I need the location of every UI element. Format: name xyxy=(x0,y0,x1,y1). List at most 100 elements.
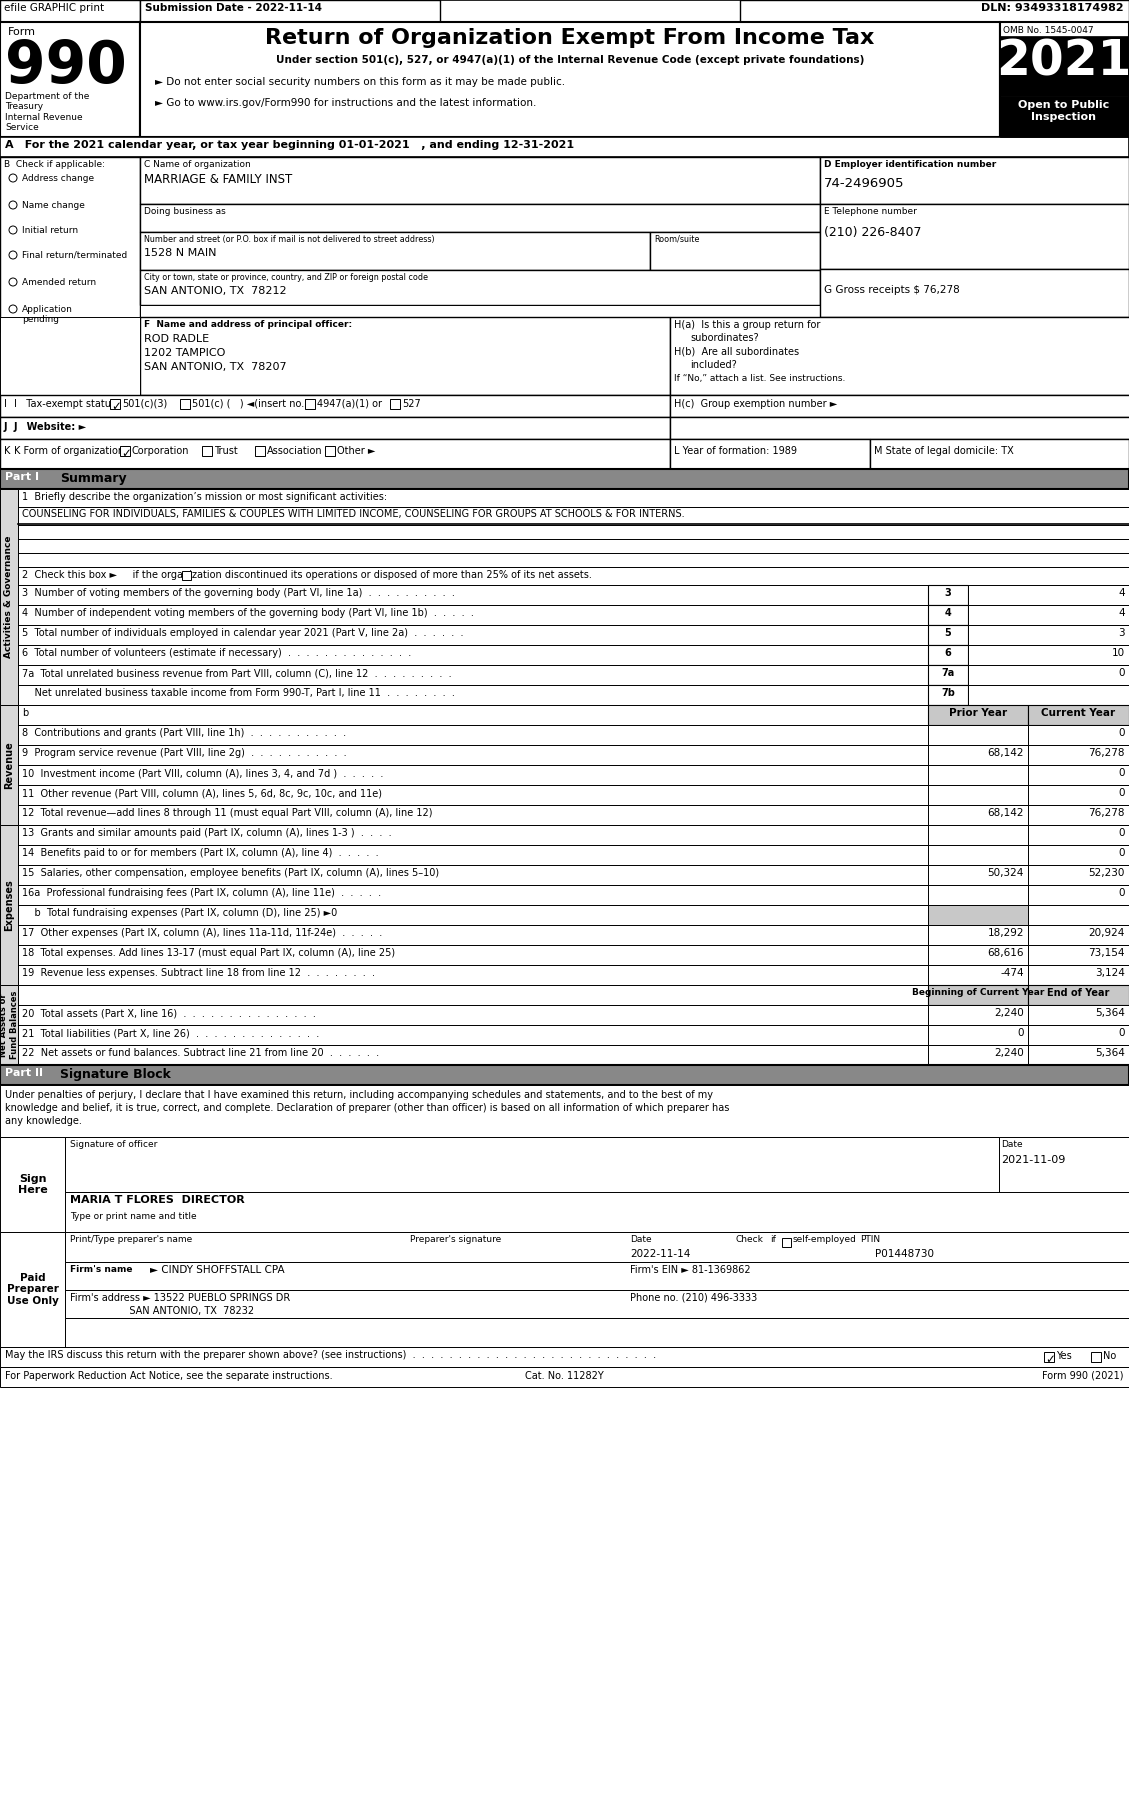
Text: Trust: Trust xyxy=(215,446,238,455)
Bar xyxy=(0,825,18,985)
Text: 990: 990 xyxy=(5,38,126,94)
Text: 18,292: 18,292 xyxy=(988,929,1024,938)
Bar xyxy=(1029,746,1129,766)
Bar xyxy=(1029,1005,1129,1025)
Bar xyxy=(0,1065,1129,1085)
Text: 74-2496905: 74-2496905 xyxy=(824,178,904,190)
Text: 3: 3 xyxy=(945,588,952,599)
Text: 527: 527 xyxy=(402,399,421,408)
Bar xyxy=(0,706,18,825)
Text: Firm's address ► 13522 PUEBLO SPRINGS DR: Firm's address ► 13522 PUEBLO SPRINGS DR xyxy=(70,1293,290,1302)
Text: 68,616: 68,616 xyxy=(988,949,1024,958)
Text: 2022-11-14: 2022-11-14 xyxy=(630,1250,690,1259)
Text: (210) 226-8407: (210) 226-8407 xyxy=(824,227,921,239)
Bar xyxy=(1000,22,1129,138)
Text: 6  Total number of volunteers (estimate if necessary)  .  .  .  .  .  .  .  .  .: 6 Total number of volunteers (estimate i… xyxy=(21,648,411,658)
Bar xyxy=(140,203,820,232)
Text: 14  Benefits paid to or for members (Part IX, column (A), line 4)  .  .  .  .  .: 14 Benefits paid to or for members (Part… xyxy=(21,847,378,858)
Bar xyxy=(968,666,1129,686)
Text: 50,324: 50,324 xyxy=(988,869,1024,878)
Bar xyxy=(18,524,1129,539)
Text: 4: 4 xyxy=(1119,588,1124,599)
Bar xyxy=(18,606,928,626)
Bar xyxy=(325,446,335,455)
Text: 2021-11-09: 2021-11-09 xyxy=(1001,1156,1066,1165)
Text: 5,364: 5,364 xyxy=(1095,1048,1124,1058)
Bar xyxy=(1091,1351,1101,1362)
Bar xyxy=(18,646,928,666)
Bar xyxy=(1029,885,1129,905)
Text: Firm's name: Firm's name xyxy=(70,1264,132,1273)
Text: K: K xyxy=(5,446,10,455)
Text: 1202 TAMPICO: 1202 TAMPICO xyxy=(145,348,226,357)
Bar xyxy=(1029,1025,1129,1045)
Circle shape xyxy=(9,174,17,181)
Text: Expenses: Expenses xyxy=(5,880,14,931)
Text: Current Year: Current Year xyxy=(1041,707,1115,718)
Bar xyxy=(928,606,968,626)
Bar xyxy=(928,865,1029,885)
Bar xyxy=(65,1319,1129,1348)
Bar xyxy=(928,746,1029,766)
Bar xyxy=(928,905,1029,925)
Text: Paid
Preparer
Use Only: Paid Preparer Use Only xyxy=(7,1273,59,1306)
Text: Phone no. (210) 496-3333: Phone no. (210) 496-3333 xyxy=(630,1293,758,1302)
Text: MARIA T FLORES  DIRECTOR: MARIA T FLORES DIRECTOR xyxy=(70,1195,245,1204)
Text: Prior Year: Prior Year xyxy=(949,707,1007,718)
Bar xyxy=(305,399,315,408)
Text: DLN: 93493318174982: DLN: 93493318174982 xyxy=(981,4,1124,13)
Text: Net unrelated business taxable income from Form 990-T, Part I, line 11  .  .  . : Net unrelated business taxable income fr… xyxy=(21,688,455,698)
Text: J   Website: ►: J Website: ► xyxy=(14,423,87,432)
Text: Revenue: Revenue xyxy=(5,742,14,789)
Bar xyxy=(65,1192,1129,1232)
Bar xyxy=(782,1237,791,1246)
Bar xyxy=(928,925,1029,945)
Text: 4947(a)(1) or: 4947(a)(1) or xyxy=(317,399,382,408)
Text: For Paperwork Reduction Act Notice, see the separate instructions.: For Paperwork Reduction Act Notice, see … xyxy=(5,1371,333,1380)
Bar xyxy=(18,584,928,606)
Text: 15  Salaries, other compensation, employee benefits (Part IX, column (A), lines : 15 Salaries, other compensation, employe… xyxy=(21,869,439,878)
Bar xyxy=(739,0,1129,22)
Bar xyxy=(928,985,1029,1005)
Text: SAN ANTONIO, TX  78212: SAN ANTONIO, TX 78212 xyxy=(145,287,287,296)
Text: if: if xyxy=(770,1235,776,1244)
Text: 8  Contributions and grants (Part VIII, line 1h)  .  .  .  .  .  .  .  .  .  .  : 8 Contributions and grants (Part VIII, l… xyxy=(21,727,347,738)
Text: Amended return: Amended return xyxy=(21,278,96,287)
Text: K Form of organization:: K Form of organization: xyxy=(14,446,128,455)
Text: Sign
Here: Sign Here xyxy=(18,1174,47,1195)
Bar xyxy=(1029,965,1129,985)
Bar xyxy=(0,1137,65,1232)
Bar xyxy=(0,0,1129,22)
Bar xyxy=(928,706,1029,726)
Bar xyxy=(0,1232,65,1348)
Text: H(a)  Is this a group return for: H(a) Is this a group return for xyxy=(674,319,821,330)
Bar xyxy=(0,22,140,138)
Text: 5: 5 xyxy=(945,628,952,639)
Bar xyxy=(1029,865,1129,885)
Text: 76,278: 76,278 xyxy=(1088,807,1124,818)
Text: 68,142: 68,142 xyxy=(988,807,1024,818)
Text: Signature Block: Signature Block xyxy=(60,1068,170,1081)
Text: Form: Form xyxy=(8,27,36,36)
Bar xyxy=(928,1005,1029,1025)
Text: Form 990 (2021): Form 990 (2021) xyxy=(1042,1371,1124,1380)
Bar xyxy=(65,1290,1129,1319)
Text: ROD RADLE: ROD RADLE xyxy=(145,334,209,345)
Text: 2021: 2021 xyxy=(996,36,1129,85)
Text: 501(c) (   ) ◄(insert no.): 501(c) ( ) ◄(insert no.) xyxy=(192,399,308,408)
Bar xyxy=(1000,96,1129,138)
Text: 6: 6 xyxy=(945,648,952,658)
Bar xyxy=(140,158,820,203)
Bar xyxy=(140,317,669,395)
Text: 7b: 7b xyxy=(942,688,955,698)
Text: 10: 10 xyxy=(1112,648,1124,658)
Bar xyxy=(1029,985,1129,1005)
Bar xyxy=(1029,1045,1129,1065)
Bar xyxy=(999,1137,1129,1192)
Text: Open to Public
Inspection: Open to Public Inspection xyxy=(1018,100,1110,122)
Text: 16a  Professional fundraising fees (Part IX, column (A), line 11e)  .  .  .  .  : 16a Professional fundraising fees (Part … xyxy=(21,889,382,898)
Bar xyxy=(18,506,1129,524)
Text: 501(c)(3): 501(c)(3) xyxy=(122,399,167,408)
Text: ✓: ✓ xyxy=(111,401,121,414)
Text: H(c)  Group exemption number ►: H(c) Group exemption number ► xyxy=(674,399,838,408)
